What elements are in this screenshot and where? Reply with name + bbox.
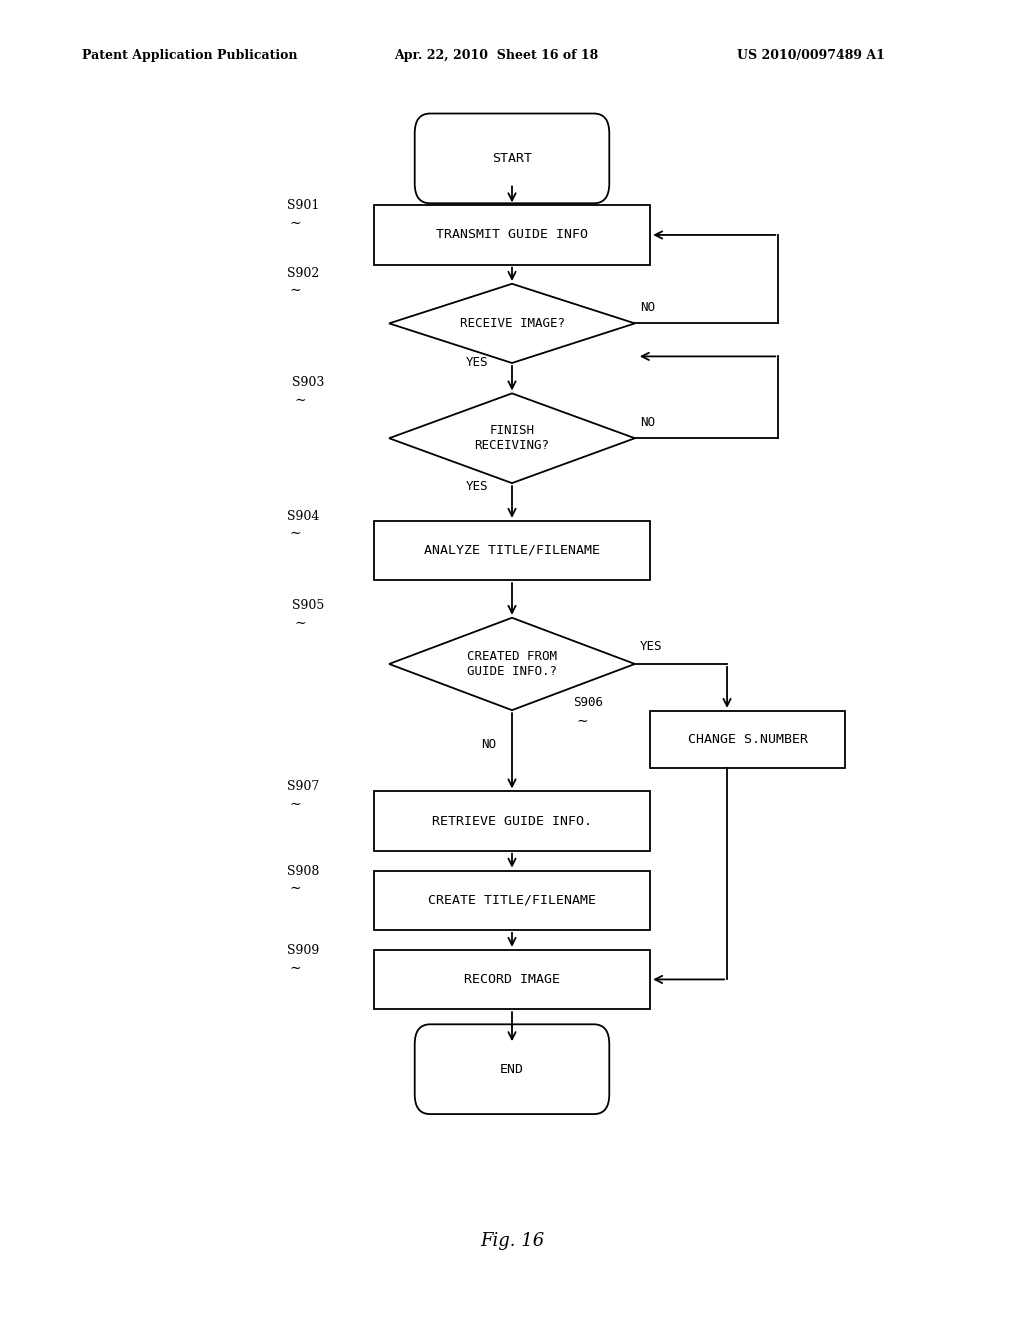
- Text: S909: S909: [287, 944, 318, 957]
- Text: NO: NO: [640, 301, 655, 314]
- Text: S907: S907: [287, 780, 318, 793]
- Text: S904: S904: [287, 510, 319, 523]
- Text: CREATED FROM
GUIDE INFO.?: CREATED FROM GUIDE INFO.?: [467, 649, 557, 678]
- Text: START: START: [492, 152, 532, 165]
- Text: US 2010/0097489 A1: US 2010/0097489 A1: [737, 49, 885, 62]
- FancyBboxPatch shape: [415, 1024, 609, 1114]
- Text: ∼: ∼: [295, 393, 306, 407]
- Text: NO: NO: [481, 738, 497, 751]
- Text: S903: S903: [292, 376, 325, 389]
- Bar: [374, 520, 650, 581]
- Text: Patent Application Publication: Patent Application Publication: [82, 49, 297, 62]
- Text: YES: YES: [466, 356, 488, 368]
- Bar: [650, 710, 845, 768]
- Text: YES: YES: [466, 479, 488, 492]
- Text: RECORD IMAGE: RECORD IMAGE: [464, 973, 560, 986]
- Text: ∼: ∼: [290, 882, 301, 895]
- Text: S901: S901: [287, 199, 319, 213]
- Bar: [374, 792, 650, 851]
- Polygon shape: [389, 284, 635, 363]
- Text: ∼: ∼: [577, 714, 588, 727]
- Text: RECEIVE IMAGE?: RECEIVE IMAGE?: [460, 317, 564, 330]
- Bar: [374, 205, 650, 264]
- Text: ∼: ∼: [290, 961, 301, 974]
- Polygon shape: [389, 618, 635, 710]
- Text: S906: S906: [573, 696, 603, 709]
- Text: RETRIEVE GUIDE INFO.: RETRIEVE GUIDE INFO.: [432, 814, 592, 828]
- Text: ANALYZE TITLE/FILENAME: ANALYZE TITLE/FILENAME: [424, 544, 600, 557]
- Text: END: END: [500, 1063, 524, 1076]
- Text: S905: S905: [292, 599, 324, 612]
- Text: Fig. 16: Fig. 16: [480, 1232, 544, 1250]
- Bar: [374, 871, 650, 929]
- Text: CREATE TITLE/FILENAME: CREATE TITLE/FILENAME: [428, 894, 596, 907]
- Text: ∼: ∼: [290, 284, 301, 297]
- FancyBboxPatch shape: [415, 114, 609, 203]
- Text: ∼: ∼: [295, 616, 306, 630]
- Text: CHANGE S.NUMBER: CHANGE S.NUMBER: [687, 733, 808, 746]
- Bar: [374, 950, 650, 1008]
- Text: YES: YES: [640, 640, 663, 653]
- Text: S902: S902: [287, 267, 318, 280]
- Polygon shape: [389, 393, 635, 483]
- Text: NO: NO: [640, 416, 655, 429]
- Text: S908: S908: [287, 865, 319, 878]
- Text: FINISH
RECEIVING?: FINISH RECEIVING?: [474, 424, 550, 453]
- Text: TRANSMIT GUIDE INFO: TRANSMIT GUIDE INFO: [436, 228, 588, 242]
- Text: ∼: ∼: [290, 797, 301, 810]
- Text: ∼: ∼: [290, 216, 301, 230]
- Text: Apr. 22, 2010  Sheet 16 of 18: Apr. 22, 2010 Sheet 16 of 18: [394, 49, 598, 62]
- Text: ∼: ∼: [290, 527, 301, 540]
